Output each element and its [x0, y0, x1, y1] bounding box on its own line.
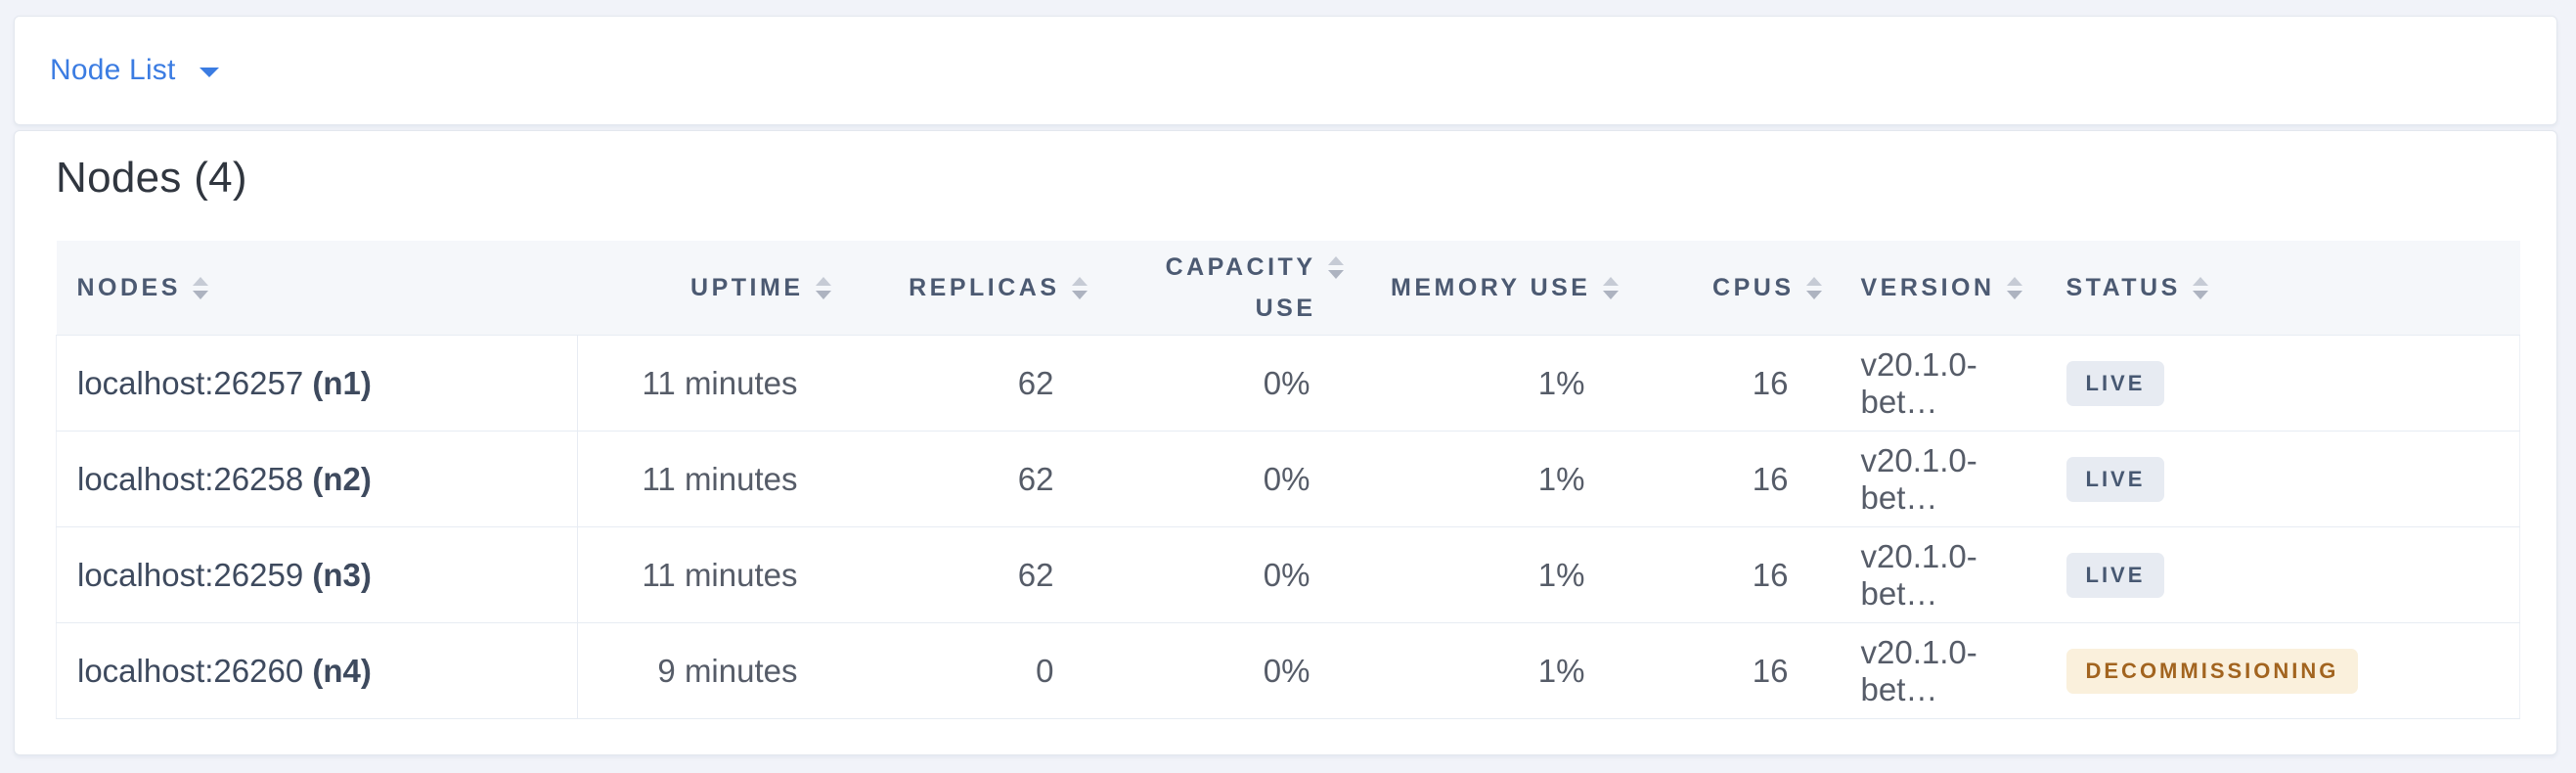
node-row[interactable]: localhost:26257 (n1) 11 minutes 62 0% 1%…	[56, 335, 2520, 432]
memory-use-cell: 1%	[1360, 526, 1636, 623]
memory-use-cell: 1%	[1360, 622, 1636, 719]
replicas-cell: 62	[848, 335, 1105, 432]
sort-icon	[2192, 276, 2208, 299]
nodes-table: NODES UPTIME REPLICAS	[56, 241, 2520, 719]
uptime-cell: 11 minutes	[577, 335, 849, 432]
column-header-version[interactable]: VERSION	[1839, 241, 2045, 336]
node-id: (n3)	[312, 556, 372, 593]
node-address-cell: localhost:26257 (n1)	[56, 335, 578, 432]
column-header-cpus[interactable]: CPUS	[1635, 241, 1840, 336]
view-selector-label: Node List	[50, 54, 176, 86]
version-cell: v20.1.0-bet…	[1839, 431, 2045, 527]
version-cell: v20.1.0-bet…	[1839, 622, 2045, 719]
column-header-capacity-use[interactable]: CAPACITY USE	[1104, 241, 1361, 336]
sort-icon	[1071, 276, 1088, 299]
status-cell: LIVE	[2044, 335, 2520, 432]
uptime-cell: 11 minutes	[577, 526, 849, 623]
status-badge: LIVE	[2065, 360, 2165, 406]
cpus-cell: 16	[1635, 335, 1840, 432]
uptime-cell: 11 minutes	[577, 431, 849, 527]
view-selector-bar: Node List	[14, 16, 2557, 125]
cpus-cell: 16	[1635, 526, 1840, 623]
node-id: (n4)	[312, 652, 372, 689]
node-row[interactable]: localhost:26258 (n2) 11 minutes 62 0% 1%…	[56, 431, 2520, 527]
nodes-panel: Nodes (4) NODES UPTIME	[14, 130, 2557, 755]
sort-icon	[1805, 276, 1822, 299]
node-address-cell: localhost:26260 (n4)	[56, 622, 578, 719]
capacity-use-cell: 0%	[1104, 526, 1361, 623]
replicas-cell: 0	[848, 622, 1105, 719]
uptime-cell: 9 minutes	[577, 622, 849, 719]
sort-icon	[815, 276, 831, 299]
node-address-cell: localhost:26259 (n3)	[56, 526, 578, 623]
nodes-table-body: localhost:26257 (n1) 11 minutes 62 0% 1%…	[56, 335, 2520, 719]
node-row[interactable]: localhost:26260 (n4) 9 minutes 0 0% 1% 1…	[56, 622, 2520, 719]
view-selector-dropdown[interactable]: Node List	[50, 54, 219, 87]
cpus-cell: 16	[1635, 622, 1840, 719]
status-badge: LIVE	[2065, 552, 2165, 598]
sort-icon	[2006, 276, 2022, 299]
nodes-table-header: NODES UPTIME REPLICAS	[56, 241, 2520, 336]
node-row[interactable]: localhost:26259 (n3) 11 minutes 62 0% 1%…	[56, 526, 2520, 623]
column-header-memory-use[interactable]: MEMORY USE	[1360, 241, 1636, 336]
node-id: (n2)	[312, 460, 372, 497]
status-badge: LIVE	[2065, 456, 2165, 502]
column-header-uptime[interactable]: UPTIME	[577, 241, 849, 336]
node-address-cell: localhost:26258 (n2)	[56, 431, 578, 527]
version-cell: v20.1.0-bet…	[1839, 526, 2045, 623]
column-header-replicas[interactable]: REPLICAS	[848, 241, 1105, 336]
caret-down-icon	[199, 67, 219, 77]
version-cell: v20.1.0-bet…	[1839, 335, 2045, 432]
status-cell: LIVE	[2044, 526, 2520, 623]
sort-icon	[1327, 256, 1344, 279]
page-title: Nodes (4)	[56, 154, 247, 202]
column-header-nodes[interactable]: NODES	[56, 241, 578, 336]
column-header-status[interactable]: STATUS	[2044, 241, 2520, 336]
replicas-cell: 62	[848, 526, 1105, 623]
capacity-use-cell: 0%	[1104, 431, 1361, 527]
status-cell: LIVE	[2044, 431, 2520, 527]
status-cell: DECOMMISSIONING	[2044, 622, 2520, 719]
cpus-cell: 16	[1635, 431, 1840, 527]
sort-icon	[1602, 276, 1619, 299]
memory-use-cell: 1%	[1360, 335, 1636, 432]
status-badge: DECOMMISSIONING	[2065, 648, 2359, 694]
capacity-use-cell: 0%	[1104, 335, 1361, 432]
replicas-cell: 62	[848, 431, 1105, 527]
memory-use-cell: 1%	[1360, 431, 1636, 527]
sort-icon	[192, 276, 208, 299]
capacity-use-cell: 0%	[1104, 622, 1361, 719]
node-id: (n1)	[312, 364, 372, 401]
